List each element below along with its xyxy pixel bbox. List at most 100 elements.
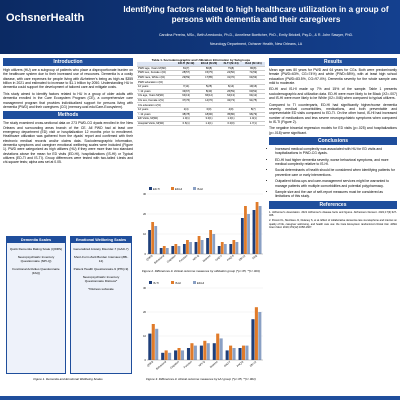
- table: ED-TI (N=49) ED-HI (N=20) IS-TI (N=44) IS-H…: [137, 62, 265, 127]
- table-cell: PWD sex, Female n(%): [137, 70, 175, 76]
- table-cell: PWD age, Years M(SD): [137, 66, 175, 72]
- table-cell: 0.0(0): [220, 121, 242, 127]
- table-header-cell: IS-TI (N=44): [220, 62, 242, 67]
- y-tick-label: 20: [143, 310, 146, 314]
- table-row: CG education n(%): [137, 102, 265, 108]
- table-cell: 31(70): [220, 75, 242, 81]
- bullet: ED-HI had higher dementia severity, wors…: [275, 158, 397, 167]
- table-cell: 96(79): [241, 112, 265, 118]
- y-tick-label: 30: [143, 192, 146, 196]
- table-cell: 64(13): [174, 93, 198, 99]
- paragraph: The study examined cross-sectional data …: [3, 121, 133, 165]
- bar: [217, 246, 221, 254]
- x-tick-label: Function: [178, 253, 189, 263]
- caption: Table 1. Sociodemographic and Utilizatio…: [151, 58, 251, 62]
- table-cell: 32(73): [220, 98, 242, 104]
- legend-label: ED-HI: [175, 187, 182, 191]
- table-cell: 1.0(1): [174, 116, 198, 122]
- bullet: Increased medical complexity was associa…: [275, 147, 397, 156]
- bar: [190, 343, 194, 360]
- table-cell: CG age, Years M(SD): [137, 93, 175, 99]
- table-cell: [220, 79, 242, 85]
- x-tick-label: PHQ-9: [226, 253, 235, 262]
- table-row: 12 years 2(4) 0(0) 4(9) 8(7): [137, 107, 265, 113]
- reference: 2. Possin KL, Merrilees JJ, Dulaney S, e…: [269, 219, 397, 229]
- table-cell: 26(59): [220, 89, 242, 95]
- bar: [254, 307, 258, 360]
- bullet: Sample size and the use of self-report m…: [275, 190, 397, 199]
- table-cell: 12 years: [137, 84, 175, 90]
- table-cell: 1.7(1): [241, 121, 265, 127]
- y-tick-label: 30: [143, 286, 146, 290]
- bar: [240, 218, 244, 254]
- table-cell: [241, 79, 265, 85]
- bar: [209, 230, 213, 254]
- table-cell: 1.0(1): [241, 116, 265, 122]
- section-heading: Conclusions: [269, 137, 397, 146]
- title: Identifying factors related to high heal…: [123, 5, 389, 24]
- caption: Figure 1. Dementia and Emotional Wellbei…: [33, 377, 103, 381]
- x-tick-label: GAD-7: [223, 359, 232, 368]
- bar: [244, 206, 247, 254]
- bar: [148, 333, 152, 360]
- bullet: Outpatient follow-ups and care-managemen…: [275, 179, 397, 188]
- bar: [159, 248, 163, 254]
- table-cell: Hospital Visits, M(SD): [137, 121, 175, 127]
- right-column: Results Mean age was 80 years for PWD an…: [269, 58, 397, 231]
- bar: [180, 350, 185, 360]
- x-tick-label: ZBI-12: [249, 359, 258, 367]
- bar: [199, 345, 203, 360]
- x-tick-label: NPI-Q: [198, 360, 206, 368]
- table-cell: 79(8): [220, 66, 242, 72]
- legend-label: ED-HI: [197, 281, 204, 285]
- table-cell: 2(4): [174, 107, 198, 113]
- box-item: Quick Dementia Rating Scale (QDRS): [9, 247, 63, 251]
- table-cell: 8(7): [241, 107, 265, 113]
- bar: [241, 345, 246, 360]
- bullet-list: Increased medical complexity was associa…: [269, 147, 397, 199]
- table-cell: 5(25): [197, 84, 221, 90]
- table-cell: 66(12): [197, 93, 221, 99]
- table-row: PWD sex, Female n(%) 28(57) 15(75) 22(50) 71…: [137, 70, 265, 76]
- table-cell: 63(52): [241, 89, 265, 95]
- y-tick-label: 0: [145, 358, 147, 362]
- bar: [220, 242, 224, 254]
- y-tick-label: 20: [143, 212, 146, 216]
- bullet: Social determinants of health should be …: [275, 168, 397, 177]
- table-cell: [197, 79, 221, 85]
- table-cell: [220, 102, 242, 108]
- table-cell: 29(59): [174, 75, 198, 81]
- x-tick-label: FAQ: [251, 254, 258, 260]
- bar: [232, 240, 236, 254]
- bar: [223, 244, 227, 254]
- bar: [177, 246, 181, 254]
- table-cell: 0(0): [197, 107, 221, 113]
- bar: [168, 352, 172, 360]
- legend-label: IS-HI: [175, 281, 181, 285]
- table-row: 12 years 7(14) 5(25) 6(14) 19(16): [137, 84, 265, 90]
- paragraph: Compared to TI counterparts, ED-HI had s…: [269, 102, 397, 124]
- table-cell: 22(50): [220, 70, 242, 76]
- box-item: Generalized Anxiety Disorder-7 (GAD-7): [73, 247, 129, 251]
- authors: Carolina Pereira, MSc., Beth Arredondo, …: [158, 33, 354, 37]
- table-cell: 71(59): [241, 70, 265, 76]
- bar: [189, 242, 192, 254]
- bar: [174, 350, 178, 360]
- table-cell: 18(90): [197, 112, 221, 118]
- table-cell: > 12 years: [137, 89, 175, 95]
- caption: Figure 3. Differences in clinical outcom…: [146, 377, 256, 381]
- bar: [165, 248, 169, 254]
- bar: [225, 350, 229, 360]
- table-header-cell: ED-TI (N=49): [174, 62, 198, 67]
- table-cell: 14(70): [197, 98, 221, 104]
- table-header-cell: IS-HI (N=121): [241, 62, 265, 67]
- table-cell: > 12 years: [137, 112, 175, 118]
- bar: [238, 348, 242, 360]
- bar: [182, 244, 186, 254]
- paragraph: High utilizers (HU) are a subgroup of pa…: [3, 68, 133, 90]
- bar: [206, 343, 210, 360]
- bar: [197, 236, 201, 254]
- bar: [164, 350, 168, 360]
- bar: [194, 242, 198, 254]
